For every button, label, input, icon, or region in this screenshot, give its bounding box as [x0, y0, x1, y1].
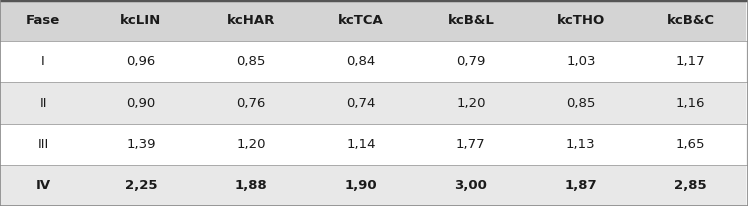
Bar — [636, 124, 746, 165]
Text: 1,20: 1,20 — [236, 138, 266, 151]
Bar — [196, 0, 306, 41]
Bar — [526, 41, 636, 82]
Text: 0,84: 0,84 — [346, 55, 375, 68]
Bar — [0, 82, 86, 124]
Text: II: II — [39, 96, 47, 110]
Text: 1,14: 1,14 — [346, 138, 375, 151]
Text: Fase: Fase — [26, 14, 60, 27]
Bar — [0, 124, 86, 165]
Bar — [416, 82, 526, 124]
Text: 0,79: 0,79 — [456, 55, 485, 68]
Bar — [526, 165, 636, 206]
Text: 3,00: 3,00 — [455, 179, 487, 192]
Text: 1,77: 1,77 — [456, 138, 485, 151]
Bar — [636, 82, 746, 124]
Text: kcLIN: kcLIN — [120, 14, 162, 27]
Bar — [86, 41, 196, 82]
Text: kcB&C: kcB&C — [666, 14, 715, 27]
Bar — [636, 165, 746, 206]
Bar — [0, 41, 86, 82]
Bar — [86, 165, 196, 206]
Text: 0,74: 0,74 — [346, 96, 375, 110]
Bar — [636, 41, 746, 82]
Bar — [86, 0, 196, 41]
Text: 1,03: 1,03 — [566, 55, 595, 68]
Text: IV: IV — [35, 179, 51, 192]
Bar — [196, 124, 306, 165]
Text: kcTHO: kcTHO — [557, 14, 605, 27]
Text: 1,88: 1,88 — [235, 179, 267, 192]
Bar — [636, 0, 746, 41]
Bar — [86, 124, 196, 165]
Bar — [196, 41, 306, 82]
Bar — [416, 124, 526, 165]
Bar — [416, 0, 526, 41]
Text: 2,85: 2,85 — [675, 179, 707, 192]
Text: 1,17: 1,17 — [676, 55, 705, 68]
Text: 0,85: 0,85 — [566, 96, 595, 110]
Text: 0,76: 0,76 — [236, 96, 266, 110]
Bar — [86, 82, 196, 124]
Text: 0,90: 0,90 — [126, 96, 156, 110]
Text: kcHAR: kcHAR — [227, 14, 275, 27]
Bar — [196, 82, 306, 124]
Text: 1,90: 1,90 — [345, 179, 377, 192]
Bar — [526, 0, 636, 41]
Bar — [0, 0, 86, 41]
Bar — [306, 124, 416, 165]
Text: I: I — [41, 55, 45, 68]
Text: kcB&L: kcB&L — [447, 14, 494, 27]
Text: 1,87: 1,87 — [565, 179, 597, 192]
Text: 1,39: 1,39 — [126, 138, 156, 151]
Text: 1,16: 1,16 — [676, 96, 705, 110]
Bar — [306, 82, 416, 124]
Bar — [0, 165, 86, 206]
Bar — [306, 0, 416, 41]
Bar — [306, 41, 416, 82]
Text: 1,65: 1,65 — [676, 138, 705, 151]
Text: III: III — [37, 138, 49, 151]
Text: 0,96: 0,96 — [126, 55, 156, 68]
Text: 1,13: 1,13 — [566, 138, 595, 151]
Bar — [526, 124, 636, 165]
Text: 2,25: 2,25 — [125, 179, 157, 192]
Bar — [416, 41, 526, 82]
Text: 0,85: 0,85 — [236, 55, 266, 68]
Text: 1,20: 1,20 — [456, 96, 485, 110]
Bar — [306, 165, 416, 206]
Bar — [526, 82, 636, 124]
Bar — [416, 165, 526, 206]
Bar — [196, 165, 306, 206]
Text: kcTCA: kcTCA — [338, 14, 384, 27]
